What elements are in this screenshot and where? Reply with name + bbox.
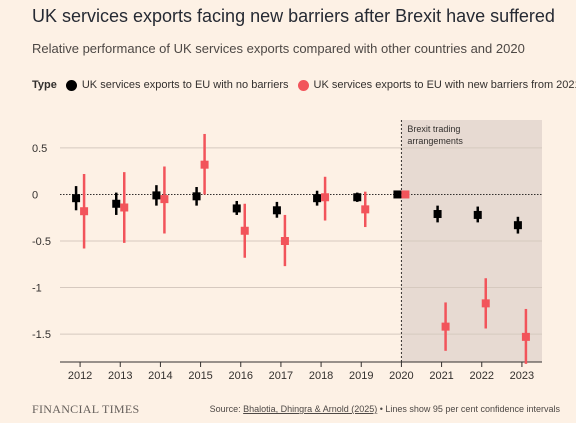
- x-tick-label: 2013: [108, 370, 132, 382]
- legend-swatch-red: [297, 79, 309, 91]
- point-new-barriers: [200, 160, 209, 169]
- point-no-barriers: [152, 191, 161, 200]
- legend-type-label: Type: [32, 79, 57, 91]
- legend-item-no-barriers: UK services exports to EU with no barrie…: [65, 79, 289, 91]
- point-new-barriers: [80, 207, 89, 216]
- chart-subtitle: Relative performance of UK services expo…: [32, 41, 525, 56]
- point-new-barriers: [160, 195, 169, 204]
- y-tick-label: -0.5: [32, 236, 51, 248]
- point-no-barriers: [112, 199, 121, 208]
- point-new-barriers: [280, 237, 289, 245]
- source-link[interactable]: Bhalotia, Dhingra & Arnold (2025): [243, 404, 378, 414]
- source-note: Source: Bhalotia, Dhingra & Arnold (2025…: [210, 404, 560, 414]
- x-tick-label: 2018: [309, 370, 333, 382]
- y-tick-label: -1: [32, 283, 42, 295]
- x-tick-label: 2019: [349, 370, 373, 382]
- point-no-barriers: [272, 206, 281, 215]
- point-no-barriers: [232, 204, 241, 213]
- point-no-barriers: [513, 221, 522, 230]
- point-new-barriers: [481, 299, 490, 308]
- legend-item-new-barriers: UK services exports to EU with new barri…: [297, 79, 576, 91]
- legend-label-no-barriers: UK services exports to EU with no barrie…: [81, 79, 289, 91]
- point-new-barriers: [321, 193, 330, 202]
- point-new-barriers: [361, 205, 370, 214]
- y-tick-label: -1.5: [32, 329, 51, 341]
- y-tick-label: 0: [32, 189, 38, 201]
- x-tick-label: 2023: [510, 370, 534, 382]
- source-label: Source:: [209, 404, 244, 414]
- x-tick-label: 2016: [229, 370, 253, 382]
- point-new-barriers: [441, 322, 450, 331]
- point-no-barriers: [473, 210, 482, 219]
- point-new-barriers: [120, 203, 129, 212]
- ft-brand-logo: FINANCIAL TIMES: [32, 402, 140, 416]
- point-no-barriers: [393, 190, 402, 199]
- x-tick-label: 2022: [470, 370, 494, 382]
- point-no-barriers: [192, 192, 201, 201]
- legend-label-new-barriers: UK services exports to EU with new barri…: [313, 79, 576, 91]
- source-ci-note: • Lines show 95 per cent confidence inte…: [377, 404, 560, 414]
- x-tick-label: 2020: [389, 370, 413, 382]
- legend-swatch-black: [65, 79, 77, 91]
- x-tick-label: 2015: [188, 370, 212, 382]
- chart-title: UK services exports facing new barriers …: [32, 6, 555, 26]
- point-no-barriers: [313, 194, 322, 203]
- point-no-barriers: [433, 210, 442, 219]
- point-new-barriers: [401, 190, 410, 199]
- x-tick-label: 2021: [429, 370, 453, 382]
- point-no-barriers: [72, 194, 81, 203]
- x-tick-label: 2012: [68, 370, 92, 382]
- brexit-annotation: Brexit trading: [407, 124, 460, 134]
- point-new-barriers: [240, 226, 249, 235]
- brexit-annotation: arrangements: [407, 136, 463, 146]
- x-tick-label: 2014: [148, 370, 172, 382]
- x-tick-label: 2017: [269, 370, 293, 382]
- point-new-barriers: [521, 332, 530, 341]
- point-no-barriers: [353, 193, 362, 202]
- legend: Type UK services exports to EU with no b…: [32, 79, 576, 91]
- y-tick-label: 0.5: [32, 143, 47, 155]
